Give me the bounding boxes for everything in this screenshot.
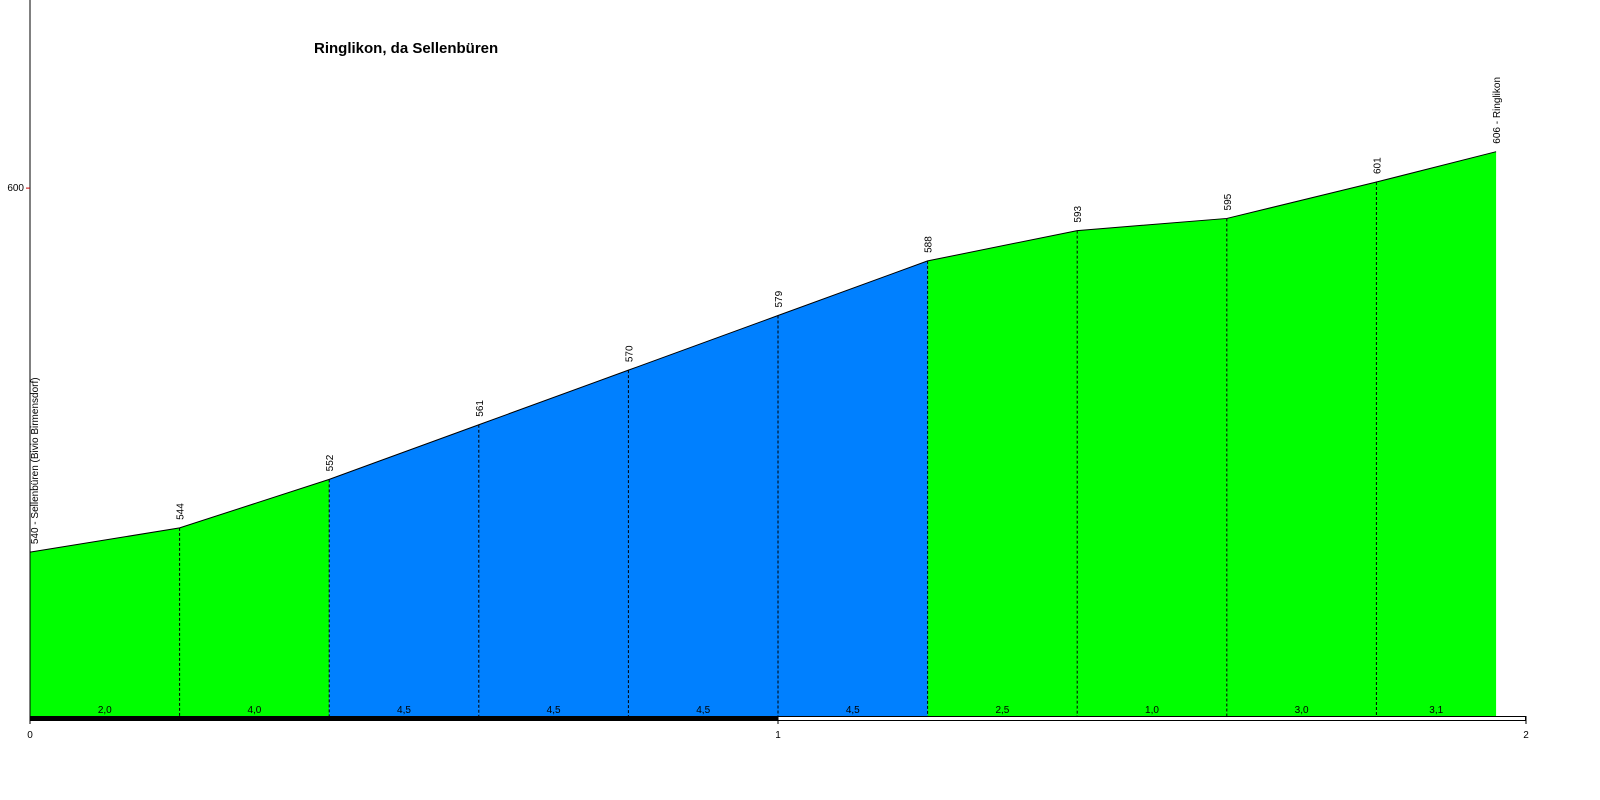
- elevation-segment: [30, 527, 180, 716]
- elevation-label: 593: [1073, 205, 1084, 222]
- scale-bar-black: [30, 716, 778, 721]
- gradient-label: 3,0: [1295, 705, 1309, 716]
- gradient-label: 4,5: [547, 705, 561, 716]
- elevation-segment: [1226, 182, 1377, 716]
- gradient-label: 4,5: [846, 705, 860, 716]
- elevation-segment: [1077, 218, 1227, 716]
- elevation-segment: [478, 370, 629, 716]
- scale-bar-white: [777, 716, 1526, 721]
- x-tick-label: 1: [775, 730, 781, 741]
- gradient-label: 4,5: [696, 705, 710, 716]
- elevation-label: 606 - Ringlikon: [1492, 77, 1503, 144]
- gradient-label: 2,5: [995, 705, 1009, 716]
- elevation-label: 570: [624, 345, 635, 362]
- elevation-label: 561: [475, 400, 486, 417]
- elevation-segment: [927, 230, 1078, 716]
- gradient-label: 4,5: [397, 705, 411, 716]
- gradient-label: 2,0: [98, 705, 112, 716]
- elevation-segment: [179, 479, 330, 716]
- elevation-label: 595: [1223, 193, 1234, 210]
- gradient-label: 1,0: [1145, 705, 1159, 716]
- elevation-label: 540 - Sellenbüren (Bivio Birmensdorf): [30, 377, 41, 544]
- elevation-label: 552: [325, 454, 336, 471]
- elevation-label: 579: [774, 290, 785, 307]
- elevation-segment: [1376, 151, 1497, 716]
- elevation-segment: [329, 424, 479, 716]
- elevation-label: 601: [1372, 157, 1383, 174]
- x-tick-label: 2: [1523, 730, 1529, 741]
- y-tick-label: 600: [7, 183, 24, 194]
- x-tick-label: 0: [27, 730, 33, 741]
- elevation-label: 588: [924, 236, 935, 253]
- elevation-segment: [778, 260, 928, 716]
- gradient-label: 4,0: [247, 705, 261, 716]
- elevation-segment: [628, 315, 778, 716]
- chart-title: Ringlikon, da Sellenbüren: [314, 40, 498, 57]
- gradient-label: 3,1: [1429, 705, 1443, 716]
- elevation-label: 544: [176, 503, 187, 520]
